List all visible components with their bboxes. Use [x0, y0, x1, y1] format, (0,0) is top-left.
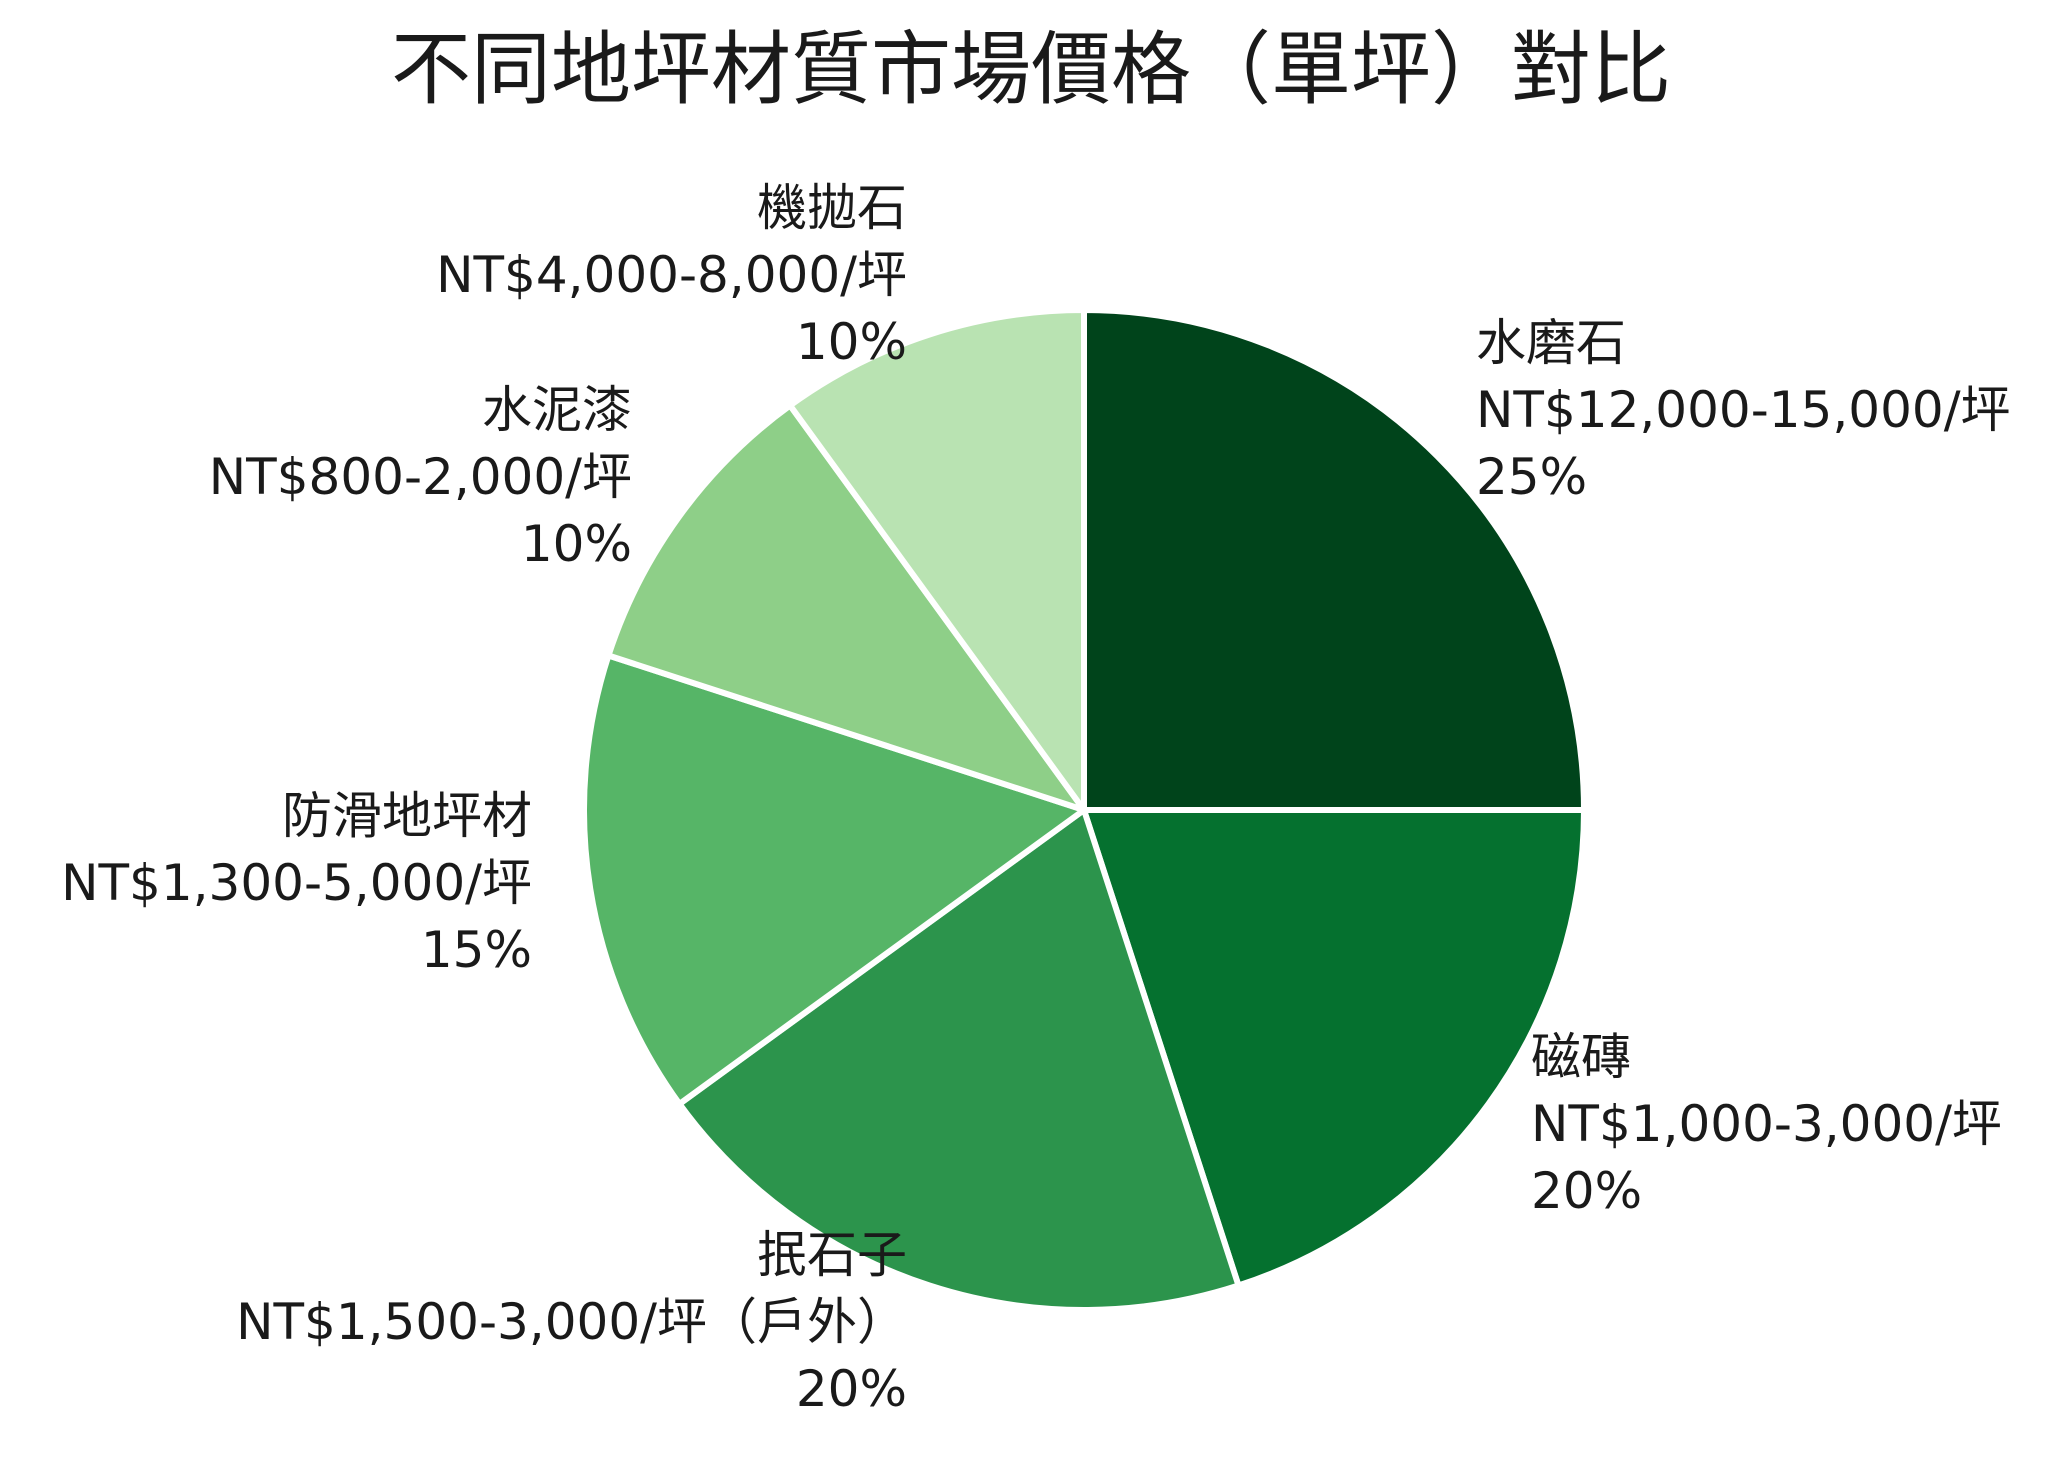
label-anti-slip: 防滑地坪材 NT$1,300-5,000/坪 15% [61, 783, 532, 984]
label-polished-stone-name: 機拋石 [757, 179, 907, 237]
pie-slice-cement-paint [605, 402, 1087, 813]
label-washed-stone: 抿石子 NT$1,500-3,000/坪（戶外） 20% [236, 1222, 907, 1423]
label-tile-name: 磁磚 [1531, 1028, 1631, 1086]
label-tile-percent: 20% [1531, 1162, 1643, 1220]
label-anti-slip-price: NT$1,300-5,000/坪 [61, 854, 532, 912]
label-cement-paint-percent: 10% [520, 515, 632, 573]
pie-slice-polished-stone [787, 307, 1087, 813]
label-tile-price: NT$1,000-3,000/坪 [1531, 1095, 2002, 1153]
label-polished-stone-percent: 10% [795, 313, 907, 371]
label-tile: 磁磚 NT$1,000-3,000/坪 20% [1531, 1024, 2002, 1225]
chart-title: 不同地坪材質市場價格（單坪）對比 [391, 23, 1671, 116]
label-polished-stone-price: NT$4,000-8,000/坪 [436, 246, 907, 304]
label-cement-paint: 水泥漆 NT$800-2,000/坪 10% [209, 377, 632, 578]
label-washed-stone-price: NT$1,500-3,000/坪（戶外） [236, 1293, 907, 1351]
pie-slice-terrazzo [1081, 307, 1587, 813]
label-terrazzo: 水磨石 NT$12,000-15,000/坪 25% [1476, 310, 2011, 511]
pie-slice-washed-stone [676, 807, 1242, 1313]
label-washed-stone-percent: 20% [795, 1360, 907, 1418]
label-terrazzo-name: 水磨石 [1476, 314, 1626, 372]
label-cement-paint-price: NT$800-2,000/坪 [208, 448, 632, 506]
label-cement-paint-name: 水泥漆 [482, 381, 632, 439]
pie-slice-tile [1081, 807, 1587, 1289]
pie-slice-anti-slip [581, 652, 1087, 1107]
label-anti-slip-percent: 15% [420, 921, 532, 979]
label-anti-slip-name: 防滑地坪材 [282, 787, 532, 845]
label-terrazzo-percent: 25% [1476, 448, 1588, 506]
label-polished-stone: 機拋石 NT$4,000-8,000/坪 10% [436, 175, 907, 376]
label-washed-stone-name: 抿石子 [757, 1226, 907, 1284]
label-terrazzo-price: NT$12,000-15,000/坪 [1476, 381, 2011, 439]
